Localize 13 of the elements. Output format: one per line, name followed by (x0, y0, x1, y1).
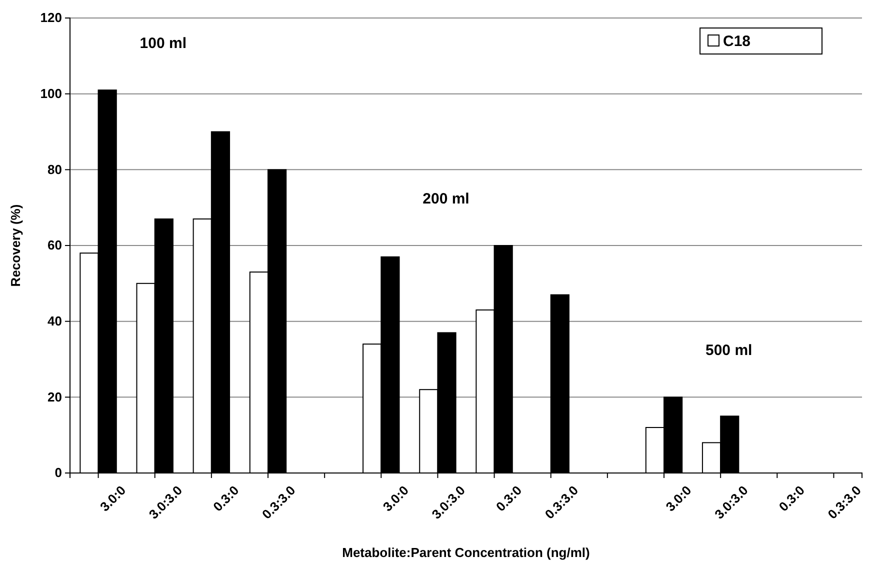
y-tick-label: 60 (48, 238, 62, 253)
y-axis-title: Recovery (%) (8, 204, 23, 287)
legend-label: C18 (723, 33, 751, 50)
y-tick-label: 20 (48, 389, 62, 404)
y-tick-label: 0 (54, 465, 62, 480)
y-tick-label: 80 (48, 162, 62, 177)
x-axis-title: Metabolite:Parent Concentration (ng/ml) (342, 545, 590, 560)
annotation: 500 ml (706, 342, 752, 360)
y-tick-label: 100 (40, 86, 62, 101)
y-tick-label: 120 (40, 10, 62, 26)
annotation: 100 ml (140, 35, 186, 52)
y-tick-label: 40 (48, 313, 62, 328)
annotation: 200 ml (422, 190, 470, 208)
